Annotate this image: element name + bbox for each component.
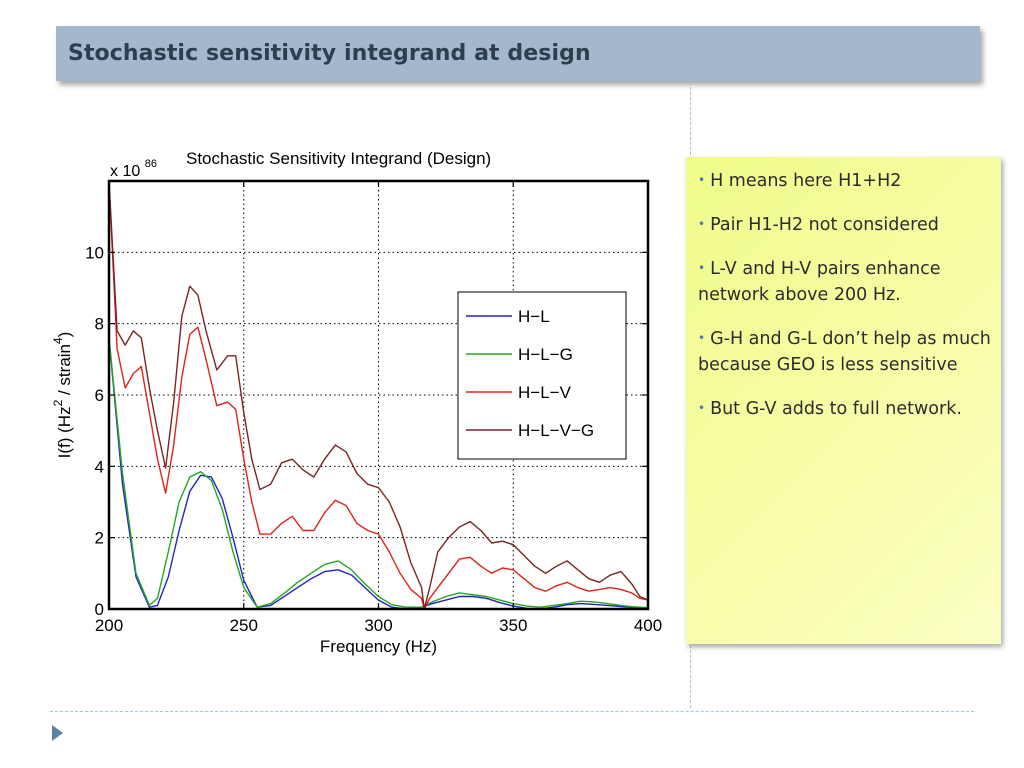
legend-label: H−L−V−G	[518, 421, 594, 440]
series-line	[108, 337, 649, 610]
x-tick-label: 200	[95, 616, 123, 635]
y-tick-label: 0	[95, 600, 104, 619]
bullet-icon: •	[698, 401, 706, 415]
series-line	[108, 180, 649, 610]
legend-label: H−L	[518, 307, 550, 326]
slide-title-bar: Stochastic sensitivity integrand at desi…	[56, 26, 980, 81]
bullet-icon: •	[698, 217, 706, 231]
y-multiplier: x 10 86	[110, 158, 157, 180]
x-axis-label: Frequency (Hz)	[320, 637, 437, 656]
y-multiplier-exponent: 86	[145, 158, 157, 170]
note-item: • L-V and H-V pairs enhance network above…	[698, 259, 941, 305]
y-tick-label: 4	[95, 457, 104, 476]
x-tick-label: 350	[499, 616, 527, 635]
x-tick-label: 400	[634, 616, 662, 635]
series-line	[108, 337, 649, 609]
slide-title: Stochastic sensitivity integrand at desi…	[68, 41, 591, 66]
x-tick-label: 250	[230, 616, 258, 635]
bullet-icon: •	[698, 173, 706, 187]
y-tick-label: 6	[95, 386, 104, 405]
y-tick-label: 2	[95, 529, 104, 548]
play-arrow-icon[interactable]	[52, 725, 63, 741]
legend-label: H−L−V	[518, 383, 572, 402]
x-tick-label: 300	[364, 616, 392, 635]
bullet-icon: •	[698, 331, 706, 345]
legend-label: H−L−G	[518, 345, 573, 364]
note-item: • Pair H1-H2 not considered	[698, 215, 939, 235]
y-tick-label: 8	[95, 315, 104, 334]
chart-title: Stochastic Sensitivity Integrand (Design…	[186, 149, 491, 168]
sensitivity-chart: 200 250 300 350 400 0 2 4 6 8 10 Stochastic Sensiti…	[51, 149, 662, 656]
note-item: • But G-V adds to full network.	[698, 399, 962, 419]
notes-box: • H means here H1+H2 • Pair H1-H2 not cons…	[686, 157, 1001, 644]
y-tick-label: 10	[85, 243, 104, 262]
bullet-icon: •	[698, 261, 706, 275]
horizontal-divider	[50, 711, 974, 712]
y-axis-label: I(f) (Hz2​ / strain4​)	[51, 332, 74, 459]
note-item: • G-H and G-L don’t help as much because …	[698, 329, 991, 375]
legend-box	[457, 291, 627, 460]
note-item: • H means here H1+H2	[698, 171, 902, 191]
series-line	[108, 180, 649, 610]
